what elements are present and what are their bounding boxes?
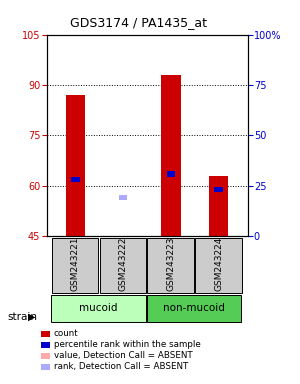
Bar [119, 195, 128, 200]
Text: count: count [54, 329, 79, 338]
Text: percentile rank within the sample: percentile rank within the sample [54, 340, 201, 349]
Text: GSM243222: GSM243222 [118, 237, 127, 291]
Bar [214, 187, 223, 192]
Text: non-mucoid: non-mucoid [164, 303, 225, 313]
Text: GDS3174 / PA1435_at: GDS3174 / PA1435_at [70, 16, 206, 29]
Text: GSM243223: GSM243223 [167, 237, 176, 291]
Bar [148, 238, 194, 293]
Bar [52, 238, 98, 293]
Bar [209, 176, 228, 236]
Text: value, Detection Call = ABSENT: value, Detection Call = ABSENT [54, 351, 193, 360]
Bar [71, 177, 80, 182]
Bar [146, 295, 241, 322]
Text: GSM243224: GSM243224 [214, 237, 223, 291]
Bar [51, 295, 146, 322]
Text: rank, Detection Call = ABSENT: rank, Detection Call = ABSENT [54, 362, 188, 371]
Bar [66, 95, 85, 236]
Bar [167, 172, 175, 177]
Text: ▶: ▶ [28, 312, 35, 322]
Text: GSM243221: GSM243221 [71, 237, 80, 291]
Bar [100, 238, 146, 293]
Text: strain: strain [8, 312, 38, 322]
Bar [161, 75, 181, 236]
Bar [195, 238, 242, 293]
Text: mucoid: mucoid [80, 303, 118, 313]
